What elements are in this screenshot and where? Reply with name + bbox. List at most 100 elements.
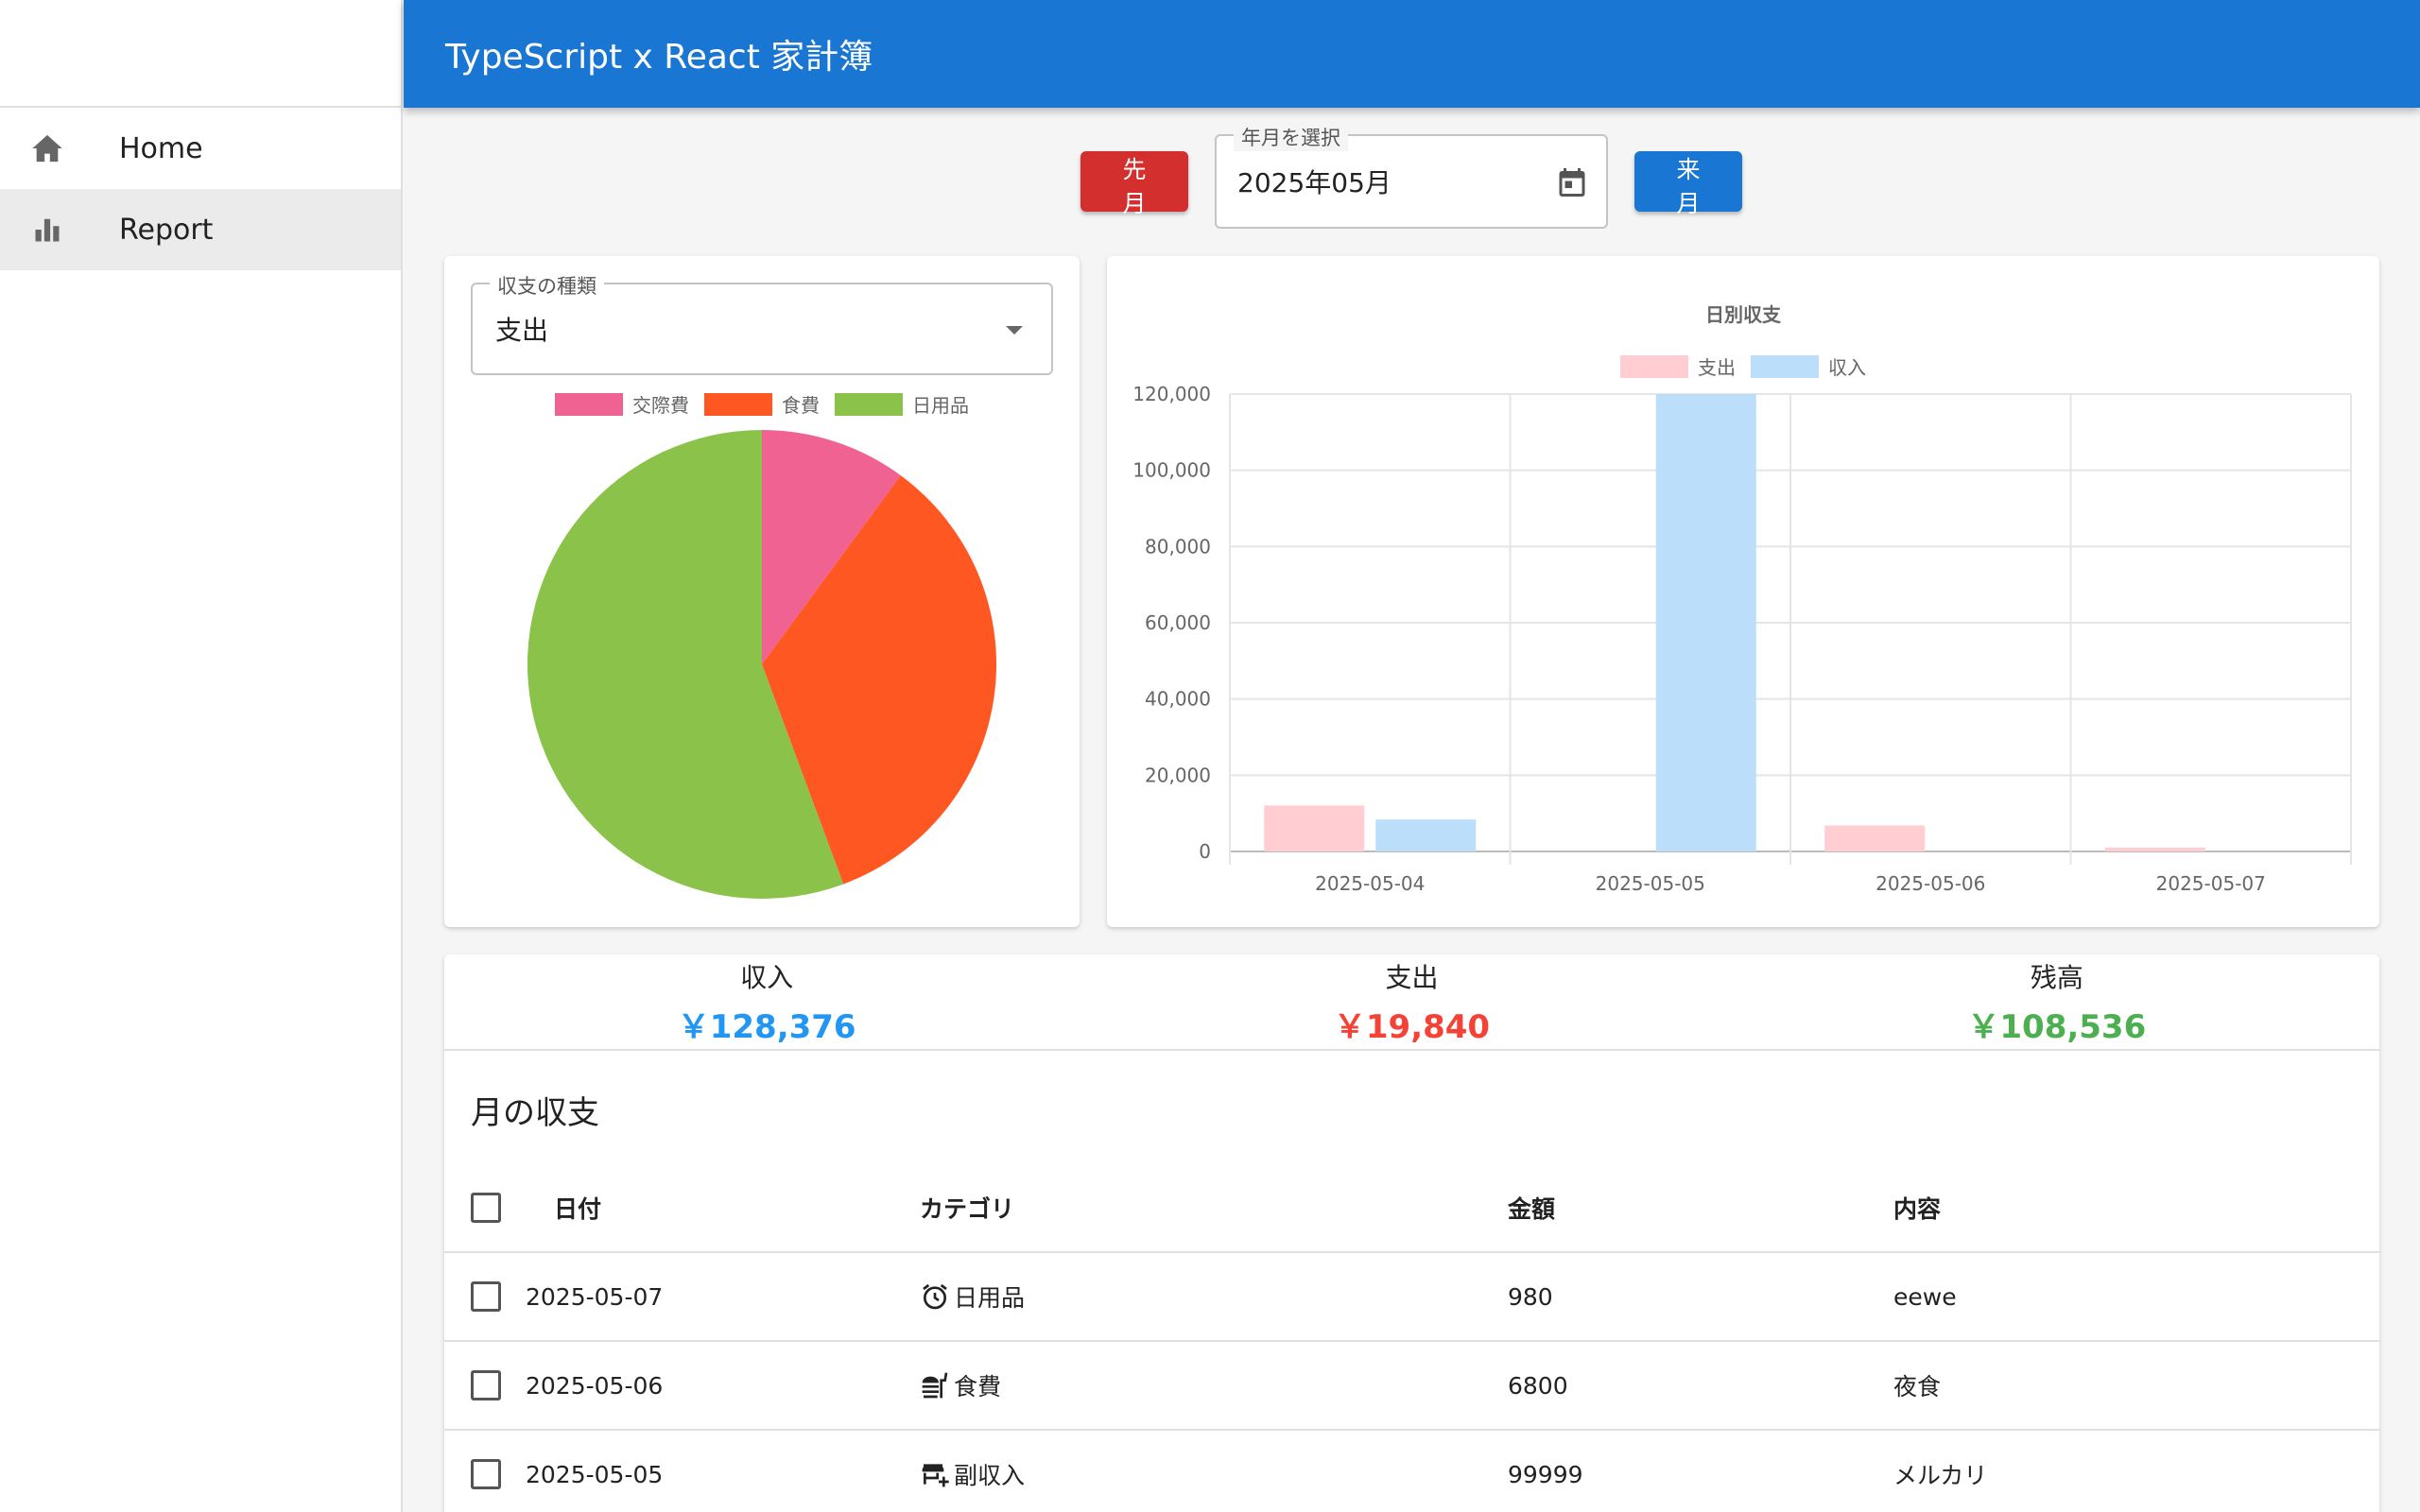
x-tick-label: 2025-05-06 xyxy=(1876,872,1985,895)
pie-slice-交際費[interactable] xyxy=(762,430,901,664)
legend-swatch xyxy=(1620,354,1688,378)
add-business-icon xyxy=(922,1464,949,1487)
header-category[interactable]: カテゴリ xyxy=(920,1195,1015,1223)
legend-swatch xyxy=(835,392,903,416)
next-month-button[interactable]: 来月 xyxy=(1634,151,1742,217)
y-tick-label: 80,000 xyxy=(1145,535,1211,558)
pie-legend-item[interactable]: 食費 xyxy=(704,390,820,418)
type-select-label: 収支の種類 xyxy=(490,271,604,300)
pie-legend-item[interactable]: 交際費 xyxy=(555,390,689,418)
balance-summary: 残高 ￥108,536 xyxy=(1735,954,2379,1049)
expense-label: 支出 xyxy=(1385,961,1439,993)
bar-収入-2025-05-05[interactable] xyxy=(1655,394,1756,851)
bar-支出-2025-05-07[interactable] xyxy=(2104,848,2205,851)
summary-row: 収入 ￥128,376 支出 ￥19,840 残高 ￥108,536 xyxy=(444,954,2379,1051)
monthly-summary-card: 収入 ￥128,376 支出 ￥19,840 残高 ￥108,536 月の収支 … xyxy=(444,954,2379,1512)
row-category-label: 副収入 xyxy=(954,1462,1026,1489)
sidebar-item-home[interactable]: Home xyxy=(0,108,401,189)
balance-label: 残高 xyxy=(2030,961,2083,993)
row-date: 2025-05-05 xyxy=(526,1460,664,1488)
sidebar-item-label: Report xyxy=(119,213,214,247)
table-row[interactable]: 2025-05-06 食費 6800 夜食 xyxy=(444,1342,2379,1431)
row-category: 日用品 xyxy=(920,1280,1508,1314)
row-note: メルカリ xyxy=(1893,1462,1988,1489)
bar-収入-2025-05-04[interactable] xyxy=(1375,819,1477,851)
legend-label: 交際費 xyxy=(632,394,689,417)
pie-slice-日用品[interactable] xyxy=(527,430,844,899)
bar-chart: 0 20,000 40,000 60,000 80,000 100,000 120,000 2… xyxy=(1132,383,2352,895)
calendar-icon[interactable] xyxy=(1555,165,1589,199)
sidebar-item-label: Home xyxy=(119,131,203,165)
row-checkbox[interactable] xyxy=(471,1459,501,1489)
table-row[interactable]: 2025-05-07 日用品 980 eewe xyxy=(444,1253,2379,1342)
y-tick-label: 20,000 xyxy=(1145,764,1211,786)
row-date: 2025-05-06 xyxy=(526,1371,664,1400)
category-pie-card: 収支の種類 支出 交際費 食費 日用品 xyxy=(444,256,1080,927)
header-note[interactable]: 内容 xyxy=(1893,1195,1942,1223)
legend-swatch xyxy=(555,392,623,416)
pie-slice-食費[interactable] xyxy=(762,475,996,885)
income-label: 収入 xyxy=(740,961,794,993)
bar-支出-2025-05-04[interactable] xyxy=(1264,805,1365,851)
y-tick-label: 40,000 xyxy=(1145,688,1211,711)
legend-swatch xyxy=(704,392,772,416)
header-amount[interactable]: 金額 xyxy=(1508,1195,1556,1223)
x-tick-label: 2025-05-07 xyxy=(2156,872,2266,895)
daily-bar-card: 日別収支 支出 収入 0 20,000 40,000 60,000 80,000 100,… xyxy=(1107,256,2379,927)
y-tick-label: 100,000 xyxy=(1132,459,1211,482)
y-tick-label: 120,000 xyxy=(1132,383,1211,405)
row-amount: 99999 xyxy=(1508,1460,1583,1488)
pie-legend-item[interactable]: 日用品 xyxy=(835,390,969,418)
bar-legend-item[interactable]: 収入 xyxy=(1751,352,1866,380)
income-summary: 収入 ￥128,376 xyxy=(444,954,1089,1049)
row-checkbox[interactable] xyxy=(471,1370,501,1400)
x-tick-label: 2025-05-05 xyxy=(1596,872,1705,895)
alarm-clock-icon xyxy=(923,1283,947,1310)
legend-label: 収入 xyxy=(1828,356,1866,379)
row-note: 夜食 xyxy=(1893,1373,1942,1400)
table-title: 月の収支 xyxy=(471,1094,599,1132)
row-amount: 980 xyxy=(1508,1282,1553,1311)
prev-month-button[interactable]: 先月 xyxy=(1080,151,1188,217)
chevron-down-icon xyxy=(1006,326,1023,335)
header-date[interactable]: 日付 xyxy=(554,1195,602,1223)
legend-swatch xyxy=(1751,354,1819,378)
row-category: 副収入 xyxy=(920,1457,1508,1491)
bar-chart-title: 日別収支 xyxy=(1705,303,1781,326)
x-tick-label: 2025-05-04 xyxy=(1315,872,1425,895)
home-icon xyxy=(30,131,64,165)
legend-label: 支出 xyxy=(1698,356,1736,379)
y-tick-label: 0 xyxy=(1199,840,1211,863)
legend-label: 日用品 xyxy=(912,394,969,417)
sidebar-item-report[interactable]: Report xyxy=(0,189,401,270)
table-row[interactable]: 2025-05-05 副収入 99999 メルカリ xyxy=(444,1431,2379,1512)
income-value: ￥128,376 xyxy=(677,1007,856,1046)
row-category-label: 食費 xyxy=(954,1373,1002,1400)
row-note: eewe xyxy=(1893,1282,1957,1311)
app-bar: TypeScript x React 家計簿 xyxy=(404,0,2420,108)
balance-value: ￥108,536 xyxy=(1967,1007,2147,1046)
month-selector: 先月 年月を選択 2025年05月 来月 xyxy=(1080,123,1742,229)
bar-支出-2025-05-06[interactable] xyxy=(1824,825,1926,851)
month-picker-field[interactable]: 年月を選択 2025年05月 xyxy=(1215,123,1608,229)
row-checkbox[interactable] xyxy=(471,1281,501,1312)
app-title: TypeScript x React 家計簿 xyxy=(445,38,873,77)
bar-chart-icon xyxy=(30,213,64,247)
sidebar: Home Report xyxy=(0,0,403,1512)
row-category-label: 日用品 xyxy=(954,1284,1026,1312)
month-picker-label: 年月を選択 xyxy=(1234,123,1348,151)
expense-summary: 支出 ￥19,840 xyxy=(1089,954,1734,1049)
expense-value: ￥19,840 xyxy=(1333,1007,1491,1046)
bar-legend-item[interactable]: 支出 xyxy=(1620,352,1736,380)
fastfood-icon xyxy=(922,1372,948,1399)
select-all-checkbox[interactable] xyxy=(471,1193,501,1223)
row-category: 食費 xyxy=(920,1368,1508,1402)
income-expense-type-select[interactable]: 収支の種類 支出 xyxy=(471,271,1053,375)
y-tick-label: 60,000 xyxy=(1145,611,1211,634)
table-header-row: 日付 カテゴリ 金額 内容 xyxy=(444,1164,2379,1253)
type-select-value: 支出 xyxy=(495,315,549,346)
row-date: 2025-05-07 xyxy=(526,1282,664,1311)
legend-label: 食費 xyxy=(782,394,820,417)
pie-legend: 交際費 食費 日用品 xyxy=(444,390,1080,418)
bar-legend: 支出 収入 xyxy=(1107,352,2379,380)
